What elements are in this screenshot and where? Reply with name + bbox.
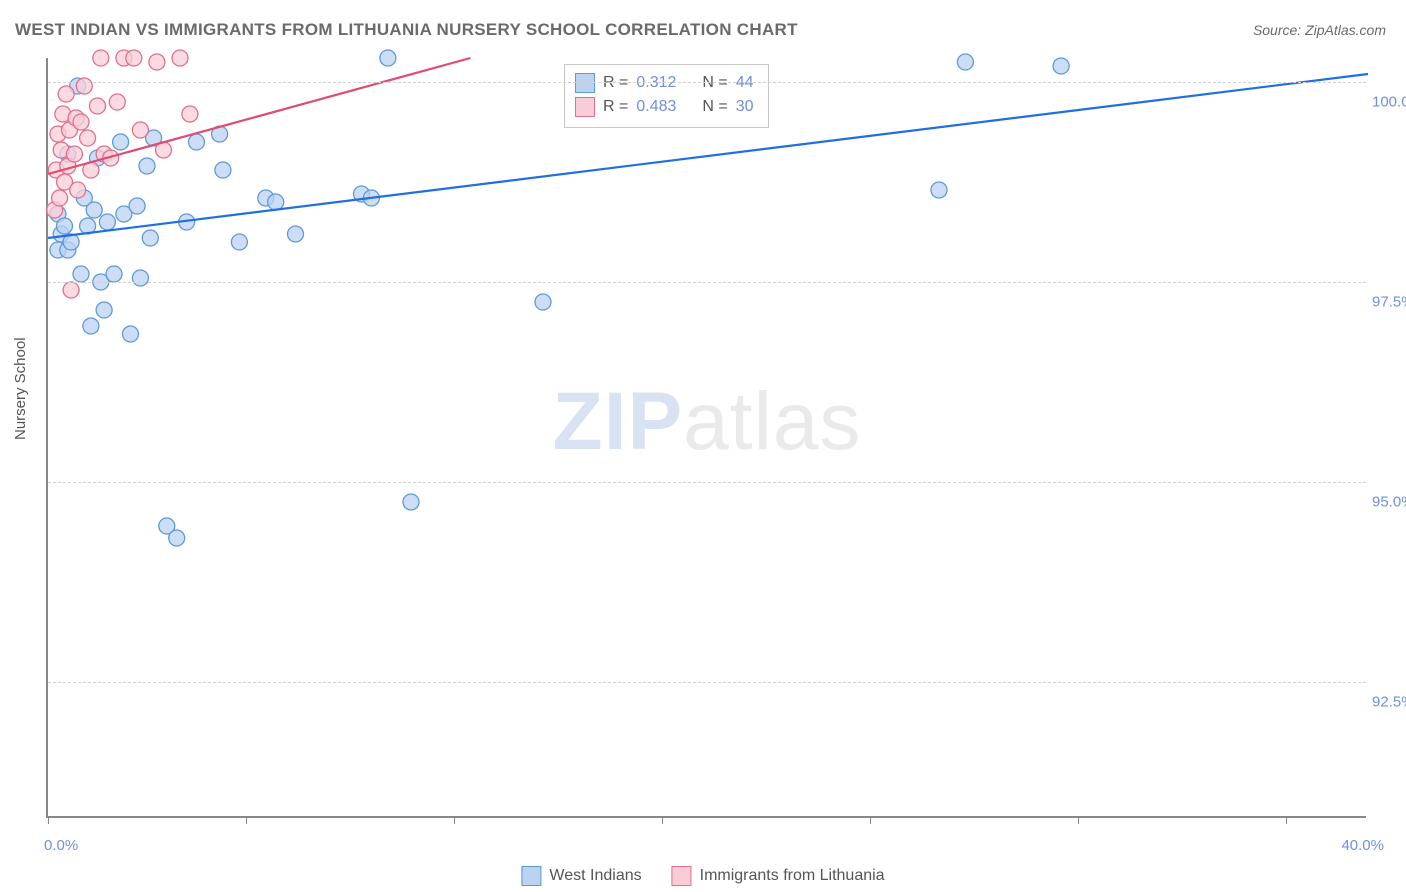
scatter-point [189,134,205,150]
chart-title: WEST INDIAN VS IMMIGRANTS FROM LITHUANIA… [15,20,798,40]
scatter-point [57,218,73,234]
gridline [48,282,1366,283]
legend-n-value: 44 [736,74,754,92]
source-attribution: Source: ZipAtlas.com [1253,22,1386,38]
scatter-point [63,282,79,298]
scatter-point [172,50,188,66]
scatter-point [126,50,142,66]
scatter-point [139,158,155,174]
bottom-legend-item: Immigrants from Lithuania [672,866,885,886]
legend-n-label: N = [702,98,727,116]
scatter-point [96,302,112,318]
x-start-label: 0.0% [44,837,78,854]
legend-n-value: 30 [736,98,754,116]
scatter-point [93,50,109,66]
trend-line [48,58,470,174]
scatter-point [80,130,96,146]
scatter-point [182,106,198,122]
bottom-legend: West Indians Immigrants from Lithuania [521,866,884,886]
x-tick [454,816,455,824]
scatter-point [99,214,115,230]
y-tick-label: 95.0% [1372,494,1406,511]
gridline [48,682,1366,683]
x-tick [662,816,663,824]
legend-row: R = 0.312 N = 44 [575,71,754,95]
scatter-point [535,294,551,310]
scatter-point [58,86,74,102]
y-tick-label: 92.5% [1372,694,1406,711]
chart-plot-area: ZIPatlas R =0.312N =44R =0.483N =30 100.… [46,58,1366,818]
scatter-svg [48,58,1366,816]
scatter-point [288,226,304,242]
legend-swatch [672,866,692,886]
legend-swatch [575,97,595,117]
legend-r-label: R = [603,74,628,92]
scatter-point [132,122,148,138]
legend-row: R = 0.483 N = 30 [575,95,754,119]
scatter-point [231,234,247,250]
scatter-point [268,194,284,210]
scatter-point [129,198,145,214]
scatter-point [83,318,99,334]
bottom-legend-label: Immigrants from Lithuania [700,867,885,885]
scatter-point [931,182,947,198]
scatter-point [1053,58,1069,74]
legend-n-label: N = [702,74,727,92]
legend-r-value: 0.312 [636,74,676,92]
scatter-point [90,98,106,114]
y-tick-label: 97.5% [1372,294,1406,311]
scatter-point [86,202,102,218]
y-tick-label: 100.0% [1372,94,1406,111]
x-tick [1078,816,1079,824]
scatter-point [113,134,129,150]
scatter-point [149,54,165,70]
legend-swatch [575,73,595,93]
scatter-point [142,230,158,246]
legend-box: R = 0.312 N = 44 R = 0.483 N = 30 [564,64,769,128]
scatter-point [73,114,89,130]
x-tick [1286,816,1287,824]
scatter-point [957,54,973,70]
x-tick [48,816,49,824]
scatter-point [169,530,185,546]
scatter-point [73,266,89,282]
y-axis-label: Nursery School [12,337,29,440]
scatter-point [403,494,419,510]
bottom-legend-label: West Indians [549,867,641,885]
scatter-point [215,162,231,178]
scatter-point [66,146,82,162]
scatter-point [76,78,92,94]
scatter-point [106,266,122,282]
gridline [48,82,1366,83]
scatter-point [70,182,86,198]
scatter-point [109,94,125,110]
scatter-point [123,326,139,342]
bottom-legend-item: West Indians [521,866,641,886]
scatter-point [52,190,68,206]
scatter-point [380,50,396,66]
scatter-point [132,270,148,286]
x-tick [870,816,871,824]
gridline [48,482,1366,483]
x-end-label: 40.0% [1341,837,1384,854]
legend-swatch [521,866,541,886]
x-tick [246,816,247,824]
legend-r-value: 0.483 [636,98,676,116]
legend-r-label: R = [603,98,628,116]
